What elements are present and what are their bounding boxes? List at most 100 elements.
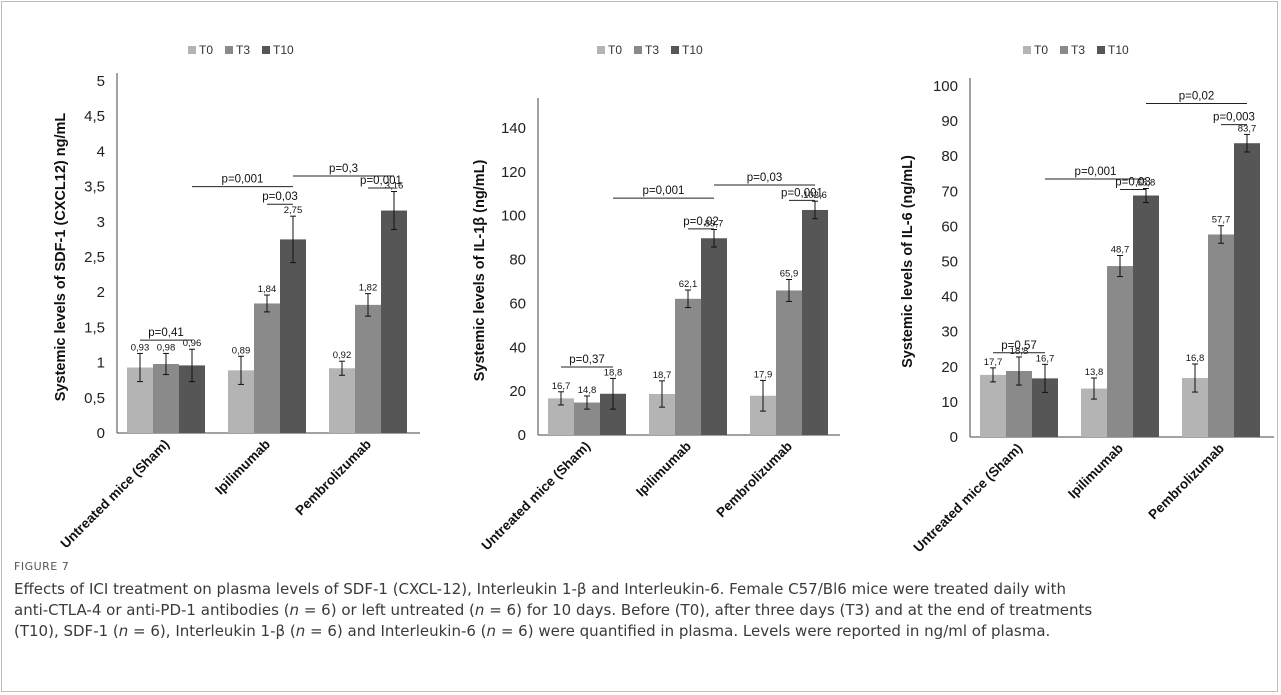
category-label: Untreated mice (Sham) [479,439,594,554]
y-tick-label: 0 [97,425,105,442]
data-label: 68,8 [1137,177,1156,188]
significance-label: p=0,03 [1115,177,1151,189]
data-label: 13,8 [1085,367,1104,378]
legend: T0 T3 T10 [1023,43,1129,57]
y-axis-label: Systemic levels of IL-1β (ng/mL) [472,160,488,382]
data-label: 16,7 [552,381,571,392]
significance-label: p=0,001 [222,174,264,186]
data-label: 57,7 [1212,215,1231,226]
significance-label: p=0,001 [1075,166,1117,178]
y-tick-label: 0 [950,429,958,446]
data-label: 18,7 [653,370,672,381]
significance-label: p=0,003 [1213,112,1255,124]
y-tick-label: 100 [933,78,958,95]
figure-caption: FIGURE 7 Effects of ICI treatment on pla… [14,560,1269,642]
data-label: 14,8 [578,385,597,396]
significance-label: p=0,001 [781,187,823,199]
category-label: Pembrolizumab [713,439,795,521]
category-label: Untreated mice (Sham) [911,441,1026,556]
data-label: 16,8 [1186,353,1205,364]
y-tick-label: 2 [97,284,105,301]
legend-swatch-t3 [1060,46,1068,54]
legend-swatch-t10 [671,46,679,54]
data-label: 2,75 [284,205,303,216]
y-tick-label: 30 [941,324,958,341]
category-label: Ipilimumab [1065,441,1126,502]
y-tick-label: 2,5 [84,249,105,266]
y-tick-label: 140 [501,120,526,137]
legend-label-t10: T10 [273,43,294,57]
legend-label-t0: T0 [608,43,622,57]
y-tick-label: 90 [941,113,958,130]
bar-t3 [1107,266,1133,437]
legend: T0 T3 T10 [188,43,294,57]
data-label: 17,7 [984,357,1003,368]
y-tick-label: 20 [509,383,526,400]
y-tick-label: 0 [518,427,526,444]
category-label: Untreated mice (Sham) [58,437,173,552]
data-label: 0,89 [232,345,251,356]
data-label: 48,7 [1111,245,1130,256]
y-tick-label: 80 [941,148,958,165]
y-tick-label: 100 [501,208,526,225]
legend-swatch-t0 [188,46,196,54]
significance-label: p=0,03 [747,172,783,184]
chart-il6: T0 T3 T10 0 10 20 30 40 50 60 70 80 90 100 Systemic le… [900,43,1274,556]
y-axis-label: Systemic levels of IL-6 (ng/mL) [900,155,916,368]
data-label: 0,93 [131,342,150,353]
legend-label-t3: T3 [236,43,250,57]
y-tick-label: 40 [941,289,958,306]
bar-t10 [701,238,727,435]
y-tick-label: 60 [509,295,526,312]
bar-t3 [1208,234,1234,437]
y-tick-label: 0,5 [84,390,105,407]
significance-label: p=0,001 [643,185,685,197]
significance-label: p=0,001 [360,175,402,187]
legend-label-t10: T10 [1108,43,1129,57]
data-label: 0,96 [183,338,202,349]
significance-label: p=0,41 [148,327,184,339]
data-label: 102,6 [803,190,827,201]
legend-swatch-t0 [1023,46,1031,54]
y-axis-label: Systemic levels of SDF-1 (CXCL12) ng/mL [53,113,69,402]
y-tick-label: 4 [97,143,105,160]
y-tick-label: 1,5 [84,319,105,336]
y-tick-label: 50 [941,254,958,271]
bar-t0 [329,368,355,433]
category-label: Ipilimumab [212,437,273,498]
bar-t10 [1133,195,1159,437]
category-label: Pembrolizumab [292,437,374,519]
data-label: 16,7 [1036,353,1055,364]
significance-label: p=0,03 [262,191,298,203]
y-tick-label: 3 [97,214,105,231]
legend-label-t10: T10 [682,43,703,57]
y-tick-label: 20 [941,359,958,376]
caption-line-2: anti-CTLA-4 or anti-PD-1 antibodies (n =… [14,601,1093,619]
bar-t3 [355,304,381,433]
bar-t3 [675,298,701,435]
data-label: 62,1 [679,279,698,290]
legend-label-t0: T0 [1034,43,1048,57]
figure-label: FIGURE 7 [14,560,70,573]
bar-t3 [153,364,179,433]
caption-text: Effects of ICI treatment on plasma level… [14,579,1269,642]
data-label: 18,8 [1010,346,1029,357]
data-label: 83,7 [1238,123,1257,134]
data-label: 1,82 [359,283,378,294]
y-tick-label: 70 [941,183,958,200]
caption-line-1: Effects of ICI treatment on plasma level… [14,580,1066,598]
data-label: 1,84 [258,284,277,295]
category-label: Ipilimumab [633,439,694,500]
data-label: 0,92 [333,350,352,361]
y-tick-label: 40 [509,339,526,356]
data-label: 18,8 [604,367,623,378]
legend-swatch-t10 [262,46,270,54]
y-tick-label: 5 [97,73,105,90]
bar-t10 [280,239,306,433]
data-label: 0,98 [157,342,176,353]
legend-swatch-t0 [597,46,605,54]
legend-swatch-t10 [1097,46,1105,54]
y-tick-label: 60 [941,218,958,235]
bar-t10 [381,210,407,433]
